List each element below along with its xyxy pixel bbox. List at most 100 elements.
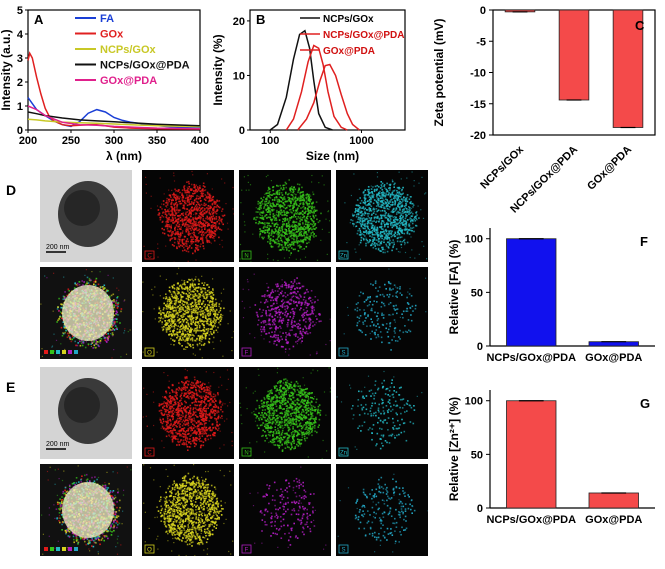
eds-pixel — [371, 196, 374, 199]
eds-pixel — [181, 232, 184, 234]
eds-pixel — [396, 233, 399, 236]
eds-pixel — [220, 300, 223, 302]
eds-pixel — [404, 217, 407, 220]
eds-pixel — [205, 231, 207, 234]
eds-pixel — [379, 200, 382, 203]
eds-pixel — [293, 193, 295, 195]
eds-pixel — [269, 213, 271, 216]
eds-pixel — [206, 173, 208, 175]
eds-pixel — [263, 206, 266, 208]
eds-pixel — [301, 248, 303, 250]
eds-pixel — [199, 348, 201, 351]
eds-pixel — [205, 294, 207, 296]
eds-pixel — [168, 198, 170, 201]
eds-pixel — [367, 194, 369, 196]
eds-pixel — [195, 287, 198, 290]
eds-pixel — [112, 319, 115, 321]
eds-pixel — [309, 215, 311, 218]
eds-pixel — [194, 249, 196, 252]
eds-pixel — [192, 280, 195, 282]
eds-pixel — [184, 301, 186, 304]
eds-pixel — [267, 192, 269, 195]
eds-pixel — [355, 215, 358, 218]
eds-pixel — [350, 219, 352, 221]
eds-pixel — [203, 198, 206, 200]
eds-pixel — [380, 184, 383, 186]
eds-pixel — [202, 242, 204, 244]
eds-pixel — [166, 197, 168, 200]
eds-pixel — [218, 321, 220, 324]
eds-pixel — [305, 227, 307, 229]
eds-pixel — [216, 204, 219, 207]
eds-pixel — [277, 203, 279, 205]
eds-pixel — [296, 197, 298, 200]
eds-pixel — [120, 310, 122, 313]
eds-pixel — [211, 298, 214, 301]
eds-pixel — [106, 338, 109, 340]
eds-pixel — [372, 228, 375, 231]
eds-pixel — [173, 300, 176, 302]
eds-pixel — [377, 205, 380, 208]
eds-pixel — [405, 223, 407, 225]
eds-pixel — [204, 337, 207, 340]
eds-pixel — [296, 230, 298, 233]
eds-pixel — [189, 198, 192, 200]
eds-pixel — [180, 315, 182, 317]
eds-pixel — [197, 278, 200, 281]
eds-pixel — [380, 235, 382, 238]
eds-pixel — [163, 302, 165, 305]
eds-pixel — [269, 190, 271, 193]
eds-pixel — [220, 229, 223, 231]
eds-pixel — [413, 185, 415, 187]
eds-pixel — [292, 241, 294, 243]
eds-pixel — [378, 234, 380, 237]
eds-pixel — [271, 210, 274, 212]
series-line — [269, 29, 333, 131]
eds-pixel — [270, 231, 273, 233]
eds-pixel — [167, 328, 170, 330]
eds-pixel — [215, 302, 218, 304]
eds-pixel — [179, 304, 181, 306]
eds-pixel — [272, 215, 275, 218]
eds-pixel — [401, 240, 403, 243]
eds-pixel — [277, 231, 279, 234]
eds-pixel — [179, 216, 182, 219]
eds-pixel — [167, 225, 169, 228]
eds-pixel — [284, 232, 286, 234]
eds-pixel — [201, 310, 203, 313]
eds-pixel — [411, 219, 413, 221]
eds-pixel — [172, 319, 175, 322]
eds-pixel — [181, 334, 184, 337]
eds-pixel — [184, 325, 187, 328]
eds-pixel — [56, 321, 58, 323]
eds-pixel — [388, 230, 390, 232]
eds-pixel — [386, 205, 388, 207]
eds-pixel — [181, 323, 184, 325]
eds-pixel — [406, 241, 409, 244]
eds-pixel — [287, 236, 290, 239]
eds-pixel — [210, 291, 212, 293]
eds-pixel — [173, 214, 175, 217]
eds-pixel — [113, 304, 116, 307]
eds-pixel — [373, 190, 376, 193]
eds-pixel — [301, 199, 303, 201]
eds-pixel — [377, 197, 380, 200]
eds-pixel — [171, 285, 173, 288]
eds-pixel — [197, 216, 200, 219]
eds-pixel — [312, 225, 315, 227]
eds-pixel — [289, 232, 291, 234]
eds-pixel — [195, 224, 198, 227]
eds-pixel — [366, 225, 368, 227]
eds-pixel — [195, 332, 197, 334]
eds-pixel — [259, 236, 261, 238]
eds-pixel — [120, 308, 123, 310]
eds-pixel — [171, 212, 174, 215]
eds-pixel — [168, 224, 170, 226]
eds-pixel — [314, 210, 317, 212]
eds-pixel — [212, 195, 215, 198]
eds-pixel — [306, 227, 308, 230]
eds-pixel — [375, 247, 377, 250]
eds-pixel — [112, 335, 114, 337]
eds-pixel — [95, 342, 98, 345]
eds-pixel — [189, 227, 191, 230]
